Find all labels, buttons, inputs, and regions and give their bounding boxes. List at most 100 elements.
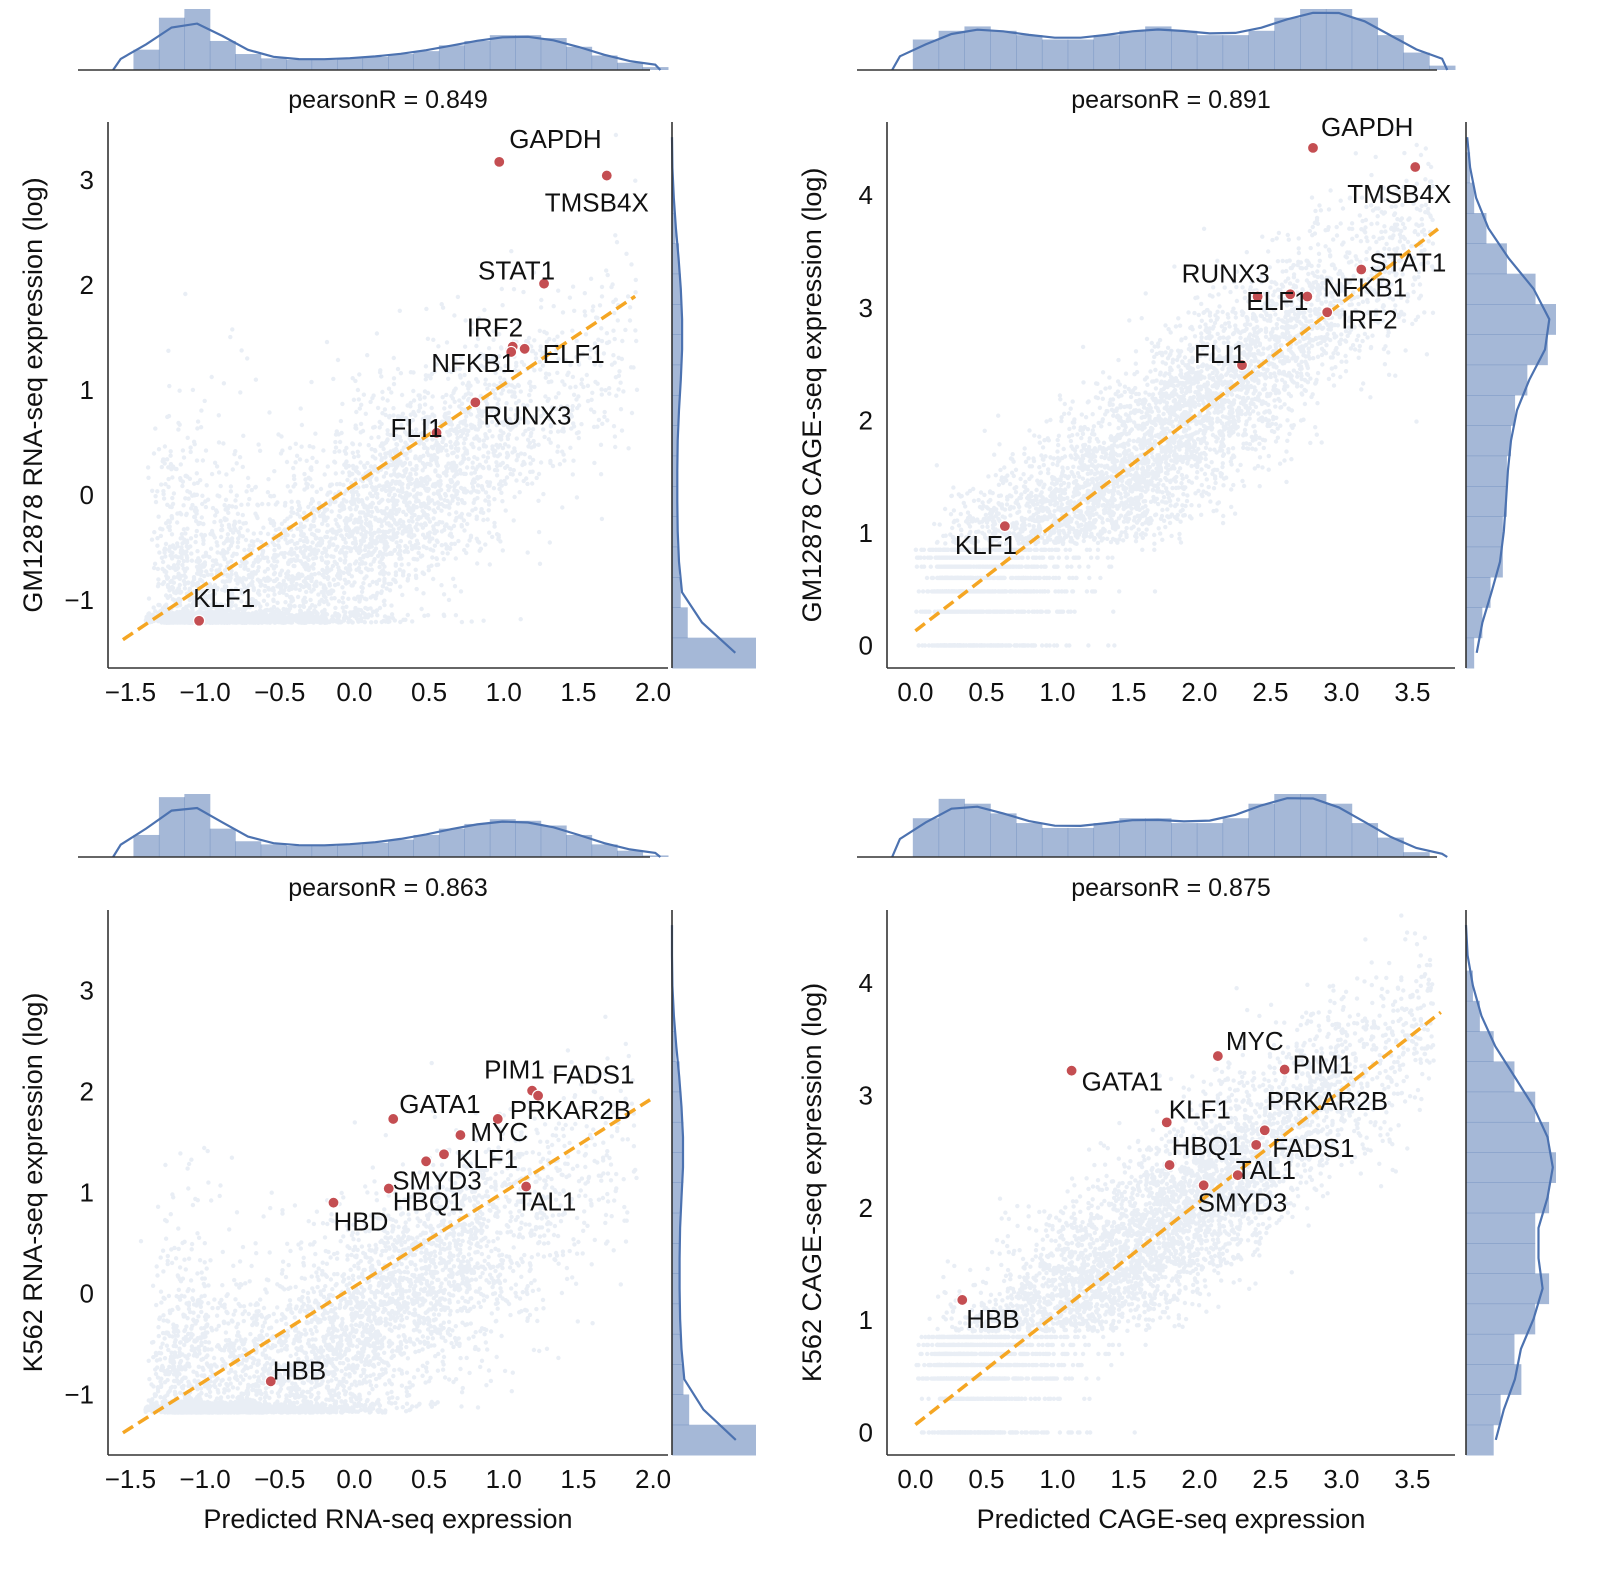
- top-hist-bar: [1041, 39, 1069, 70]
- highlight-point: [998, 520, 1011, 533]
- top-hist-bar: [1196, 823, 1224, 857]
- top-hist-bar: [1067, 39, 1095, 70]
- top-hist-bar: [184, 9, 211, 70]
- right-hist-bar: [672, 395, 679, 426]
- highlight-point: [531, 1089, 545, 1102]
- top-hist-bar: [1222, 818, 1249, 857]
- gene-label: ELF1: [1246, 286, 1308, 316]
- right-hist-bar: [672, 243, 679, 275]
- top-hist-bar: [990, 30, 1017, 71]
- gene-label: PRKAR2B: [1267, 1086, 1388, 1116]
- x-tick-label: 0.5: [968, 677, 1004, 707]
- right-marginal: [670, 910, 756, 1456]
- y-axis-label: K562 CAGE-seq expression (log): [797, 983, 827, 1382]
- scatter-points: [914, 913, 1436, 1435]
- gene-label: GATA1: [1082, 1067, 1163, 1097]
- y-tick-label: 3: [80, 165, 94, 195]
- top-hist-bar: [1377, 837, 1404, 857]
- top-hist-bar: [617, 850, 644, 857]
- gene-label: HBD: [333, 1207, 388, 1237]
- right-hist-bar: [1466, 486, 1507, 517]
- gene-label: STAT1: [1369, 247, 1446, 277]
- highlight-point: [1355, 263, 1368, 276]
- gene-label: TAL1: [516, 1187, 576, 1217]
- gene-label: IRF2: [1341, 304, 1397, 334]
- x-tick-label: 2.5: [1252, 1464, 1288, 1494]
- x-tick-label: 3.0: [1323, 677, 1359, 707]
- scatter-points: [913, 126, 1436, 648]
- highlight-point: [1197, 1179, 1210, 1192]
- top-hist-bar: [133, 834, 160, 857]
- highlight-point: [469, 396, 482, 409]
- right-hist-bar: [1466, 1091, 1536, 1123]
- top-kde-curve: [891, 797, 1448, 858]
- right-marginal: [1464, 910, 1556, 1456]
- right-hist-bar: [1466, 1243, 1536, 1274]
- right-hist-bar: [1466, 273, 1536, 305]
- right-hist-bar: [1466, 970, 1473, 1002]
- x-tick-label: 3.5: [1394, 677, 1430, 707]
- top-hist-bar: [184, 794, 211, 857]
- gene-label: FADS1: [552, 1060, 634, 1090]
- top-hist-bar: [464, 823, 491, 857]
- top-kde-curve: [112, 22, 662, 71]
- highlight-point: [1235, 359, 1249, 372]
- x-tick-label: −1.5: [105, 1464, 156, 1494]
- x-tick-label: −0.5: [254, 677, 305, 707]
- y-tick-label: 0: [859, 630, 873, 660]
- right-hist-bar: [672, 1273, 680, 1305]
- right-hist-bar: [672, 1303, 680, 1335]
- highlight-point: [956, 1293, 969, 1307]
- x-tick-label: 2.0: [1181, 1464, 1217, 1494]
- x-tick-label: 1.5: [1110, 677, 1146, 707]
- y-axis-label: K562 RNA-seq expression (log): [18, 993, 48, 1373]
- right-hist-bar: [672, 1394, 690, 1426]
- point-cloud: [143, 132, 640, 626]
- panel-3: −1.5 −1.0 −0.5 0.0 0.5 1.0 1.5 2.0 −1 0 1 2 3 pearson…: [18, 794, 756, 1534]
- top-hist-bar: [1145, 26, 1172, 70]
- regression-line: [121, 294, 637, 642]
- right-hist-bar: [1466, 637, 1475, 669]
- highlight-point: [1065, 1064, 1078, 1077]
- gene-label: HBQ1: [393, 1187, 464, 1217]
- top-hist-bar: [1300, 794, 1327, 857]
- gene-label: SMYD3: [1198, 1187, 1288, 1217]
- x-tick-label: 0.0: [897, 1464, 933, 1494]
- x-axis-label: Predicted RNA-seq expression: [203, 1504, 572, 1534]
- top-hist-bar: [1016, 35, 1043, 70]
- highlight-point: [419, 1155, 433, 1168]
- top-hist-bar: [388, 839, 414, 857]
- right-hist-bar: [672, 334, 683, 366]
- panel-1: −1.5 −1.0 −0.5 0.0 0.5 1.0 1.5 2.0 −1 0 1 2 3 pearson…: [18, 9, 756, 707]
- highlight-point: [1231, 1169, 1244, 1182]
- top-hist-bar: [1119, 30, 1146, 71]
- panels: −1.5 −1.0 −0.5 0.0 0.5 1.0 1.5 2.0 −1 0 1 2 3 pearson…: [18, 9, 1556, 1534]
- point-cloud: [914, 913, 1436, 1435]
- highlight-point: [454, 1128, 467, 1142]
- top-hist-bar: [337, 58, 364, 70]
- top-hist-bar: [566, 46, 593, 70]
- x-axis-label: Predicted CAGE-seq expression: [977, 1504, 1366, 1534]
- right-hist-bar: [672, 486, 678, 517]
- gene-label: KLF1: [193, 583, 255, 613]
- gene-label: NFKB1: [1323, 272, 1407, 302]
- right-hist-bar: [672, 1031, 676, 1062]
- chart-title: pearsonR = 0.849: [288, 86, 487, 114]
- right-hist-bar: [672, 1061, 680, 1093]
- right-hist-bar: [672, 1182, 682, 1214]
- top-hist-bar: [515, 820, 542, 857]
- right-kde-curve: [1464, 925, 1554, 1441]
- top-hist-bar: [1171, 823, 1198, 857]
- right-marginal: [1465, 122, 1556, 669]
- top-hist-bar: [1403, 52, 1430, 70]
- right-hist-bar: [672, 425, 678, 457]
- top-hist-bar: [1119, 818, 1146, 857]
- right-hist-bar: [1466, 1121, 1550, 1153]
- top-marginal: [857, 794, 1448, 858]
- right-kde-curve: [670, 137, 737, 654]
- x-tick-label: −1.5: [105, 677, 156, 707]
- right-hist-bar: [1466, 1000, 1480, 1032]
- y-tick-label: 0: [80, 480, 94, 510]
- regression-line: [121, 1098, 652, 1435]
- x-tick-label: 1.0: [486, 677, 522, 707]
